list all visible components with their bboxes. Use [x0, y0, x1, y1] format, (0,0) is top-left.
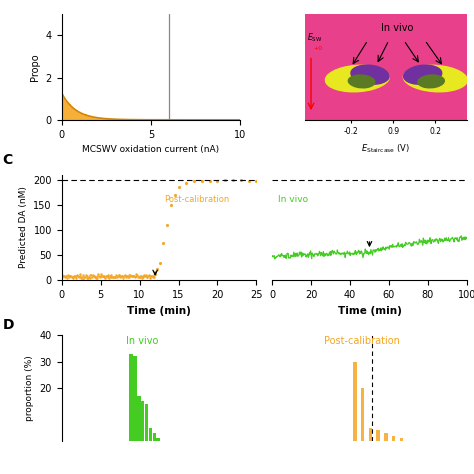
- Text: C: C: [2, 153, 13, 166]
- Text: Post-calibration: Post-calibration: [324, 337, 400, 346]
- Ellipse shape: [402, 64, 468, 92]
- Bar: [69, 104, 71, 120]
- Bar: [111, 119, 113, 120]
- Bar: [94, 118, 96, 120]
- Bar: [153, 433, 156, 441]
- Bar: [149, 428, 152, 441]
- Ellipse shape: [417, 74, 445, 89]
- Text: $E_{\rm SW}$: $E_{\rm SW}$: [307, 32, 322, 45]
- Bar: [137, 396, 141, 441]
- Bar: [384, 433, 388, 441]
- Bar: [73, 108, 74, 120]
- Bar: [156, 438, 160, 441]
- Bar: [92, 117, 94, 120]
- Bar: [145, 404, 148, 441]
- Bar: [99, 118, 101, 120]
- Ellipse shape: [325, 64, 390, 92]
- Bar: [97, 118, 99, 120]
- Bar: [400, 438, 403, 441]
- Bar: [64, 98, 65, 120]
- Text: In vivo: In vivo: [278, 195, 308, 204]
- Bar: [361, 388, 365, 441]
- Text: D: D: [2, 319, 14, 332]
- Y-axis label: Predicted DA (nM): Predicted DA (nM): [19, 187, 28, 268]
- Bar: [141, 401, 145, 441]
- Bar: [62, 94, 64, 120]
- Bar: [78, 112, 80, 120]
- Ellipse shape: [350, 64, 390, 85]
- Bar: [104, 118, 106, 120]
- Ellipse shape: [347, 74, 375, 89]
- Bar: [108, 118, 110, 120]
- Bar: [88, 117, 90, 120]
- Bar: [392, 436, 395, 441]
- Bar: [369, 428, 372, 441]
- Bar: [80, 113, 81, 120]
- Y-axis label: Propo: Propo: [30, 53, 40, 81]
- Bar: [110, 118, 111, 120]
- Bar: [376, 430, 380, 441]
- Bar: [113, 119, 115, 120]
- Text: In vivo: In vivo: [381, 23, 414, 34]
- X-axis label: $E_{\rm Staircase}$ (V): $E_{\rm Staircase}$ (V): [361, 142, 410, 155]
- Bar: [96, 118, 97, 120]
- Ellipse shape: [403, 64, 442, 85]
- Bar: [103, 118, 104, 120]
- Bar: [353, 362, 357, 441]
- Bar: [101, 118, 103, 120]
- Bar: [74, 109, 76, 120]
- X-axis label: Time (min): Time (min): [127, 306, 191, 316]
- Y-axis label: proportion (%): proportion (%): [25, 355, 34, 421]
- Bar: [85, 114, 87, 120]
- Bar: [90, 116, 92, 120]
- Bar: [115, 119, 117, 120]
- Bar: [129, 354, 133, 441]
- Text: Post-calibration: Post-calibration: [164, 195, 230, 204]
- Bar: [83, 115, 85, 120]
- X-axis label: Time (min): Time (min): [337, 306, 401, 316]
- Bar: [67, 103, 69, 120]
- Bar: [71, 107, 73, 120]
- Bar: [106, 119, 108, 120]
- Text: +0: +0: [313, 46, 322, 51]
- Bar: [76, 110, 78, 120]
- Bar: [133, 356, 137, 441]
- Bar: [117, 119, 118, 120]
- Text: In vivo: In vivo: [127, 337, 159, 346]
- X-axis label: MCSWV oxidation current (nA): MCSWV oxidation current (nA): [82, 145, 219, 154]
- Bar: [81, 114, 83, 120]
- Bar: [65, 100, 67, 120]
- Bar: [87, 116, 88, 120]
